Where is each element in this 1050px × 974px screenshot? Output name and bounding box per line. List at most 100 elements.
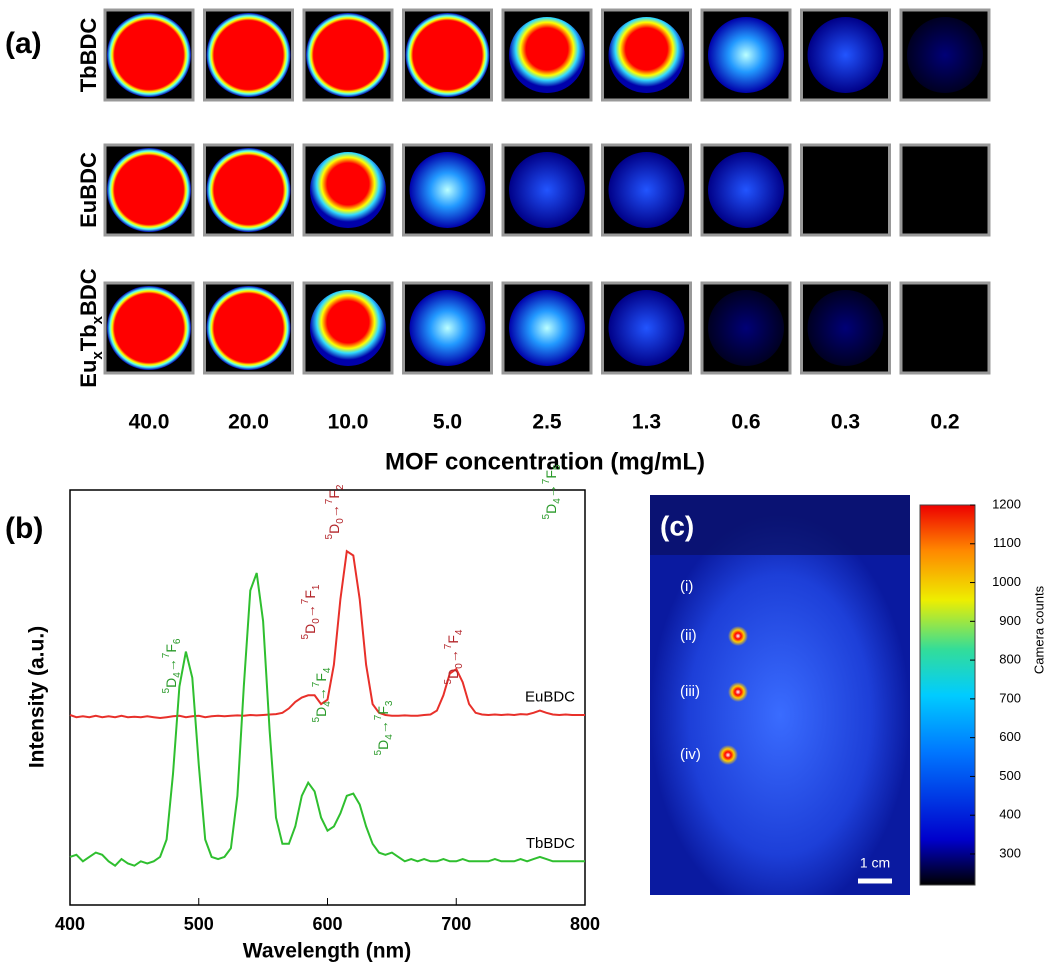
row-label-part: x [89,351,106,360]
transition-part: 0 [335,518,346,524]
transition-part: 4 [322,701,333,707]
tile-spot [206,286,291,370]
series-label: TbBDC [526,835,575,852]
transition-part: → [326,504,342,518]
tile-spot [708,152,784,228]
transition-part: → [375,720,391,734]
concentration-label: 40.0 [129,411,170,434]
transition-part: 5 [443,678,454,684]
concentration-label: 5.0 [433,411,462,434]
row-label-part: TbBDC [76,18,101,93]
x-tick-label: 700 [441,914,471,934]
transition-part: 0 [454,663,465,669]
tile-spot [206,13,291,97]
transition-label: 5D4→7F6 [161,638,183,693]
tile-spot [608,290,685,366]
colorbar [919,504,976,886]
transition-part: 4 [172,672,183,678]
concentration-label: 0.6 [731,411,760,434]
x-axis-label: Wavelength (nm) [243,940,411,963]
tile-spot [807,290,884,366]
row-label-part: Tb [76,324,101,351]
spot-label: (i) [680,578,693,595]
tile-spot [107,148,191,232]
row-label: EuBDC [76,152,101,228]
transition-part: 5 [161,687,172,693]
transition-part: D [326,524,342,534]
tile-spot [409,290,486,366]
transition-part: 5 [300,633,311,639]
row-label-part: Eu [76,360,101,388]
transition-part: → [543,484,559,498]
transition-label: 5D4→7F3 [373,700,395,755]
x-tick-label: 800 [570,914,600,934]
tile-spot [405,13,490,97]
transition-part: 5 [552,464,563,470]
transition-part: 7 [324,498,335,504]
tile-spot [807,17,884,93]
transition-part: D [375,740,391,750]
tile-spot [509,290,585,366]
transition-part: 1 [311,584,322,590]
transition-label: 5D4→7F4 [311,667,333,722]
transition-part: 4 [552,498,563,504]
transition-label: 5D4→7F5 [541,464,563,519]
transition-part: F [445,635,461,644]
tile [899,143,991,237]
transition-part: 7 [300,598,311,604]
tile-spot [509,17,585,93]
tile-spot [509,152,585,228]
transition-part: F [302,590,318,599]
transition-part: D [313,707,329,717]
spot-label: (iv) [680,746,701,763]
series-line [69,549,585,720]
transition-part: 2 [335,484,346,490]
transition-part: 5 [311,716,322,722]
colorbar-tick-label: 1100 [993,535,1021,550]
concentration-label: 0.2 [930,411,959,434]
series-line [69,572,585,867]
transition-part: D [302,624,318,634]
transition-part: 5 [373,749,384,755]
row-label-part: EuBDC [76,152,101,228]
transition-part: → [302,604,318,618]
tile-spot [608,152,685,228]
colorbar-tick-label: 700 [999,690,1021,705]
concentration-label: 10.0 [328,411,369,434]
transition-part: 3 [384,700,395,706]
transition-part: 4 [384,734,395,740]
tile-spot [708,17,784,93]
tile [800,143,891,237]
transition-part: 5 [324,533,335,539]
x-axis-label: MOF concentration (mg/mL) [385,448,705,475]
spot [728,626,748,646]
transition-part: 7 [443,643,454,649]
colorbar-tick-label: 800 [999,652,1021,667]
transition-part: F [163,644,179,653]
transition-part: 4 [322,667,333,673]
colorbar-tick-label: 400 [999,807,1021,822]
row-label-part: x [89,315,106,324]
concentration-label: 2.5 [532,411,562,434]
tile-spot [107,286,191,370]
concentration-label: 20.0 [228,411,269,434]
tile-spot [409,152,486,228]
colorbar-label: Camera counts [1031,585,1046,674]
spot [718,745,738,765]
transition-label: 5D0→7F4 [443,629,465,684]
tile-spot [608,17,685,93]
transition-label: 5D0→7F1 [300,584,322,639]
tile [899,281,991,375]
colorbar-tick-label: 500 [999,768,1021,783]
colorbar-tick-label: 1000 [992,574,1021,589]
x-tick-label: 400 [55,914,85,934]
tile-spot [708,290,784,366]
y-axis-label: Intensity (a.u.) [26,626,49,768]
tile-spot [107,13,191,97]
concentration-label: 1.3 [632,411,661,434]
x-tick-label: 600 [312,914,342,934]
tile-spot [907,17,983,93]
x-tick-label: 500 [184,914,214,934]
transition-part: → [445,649,461,663]
